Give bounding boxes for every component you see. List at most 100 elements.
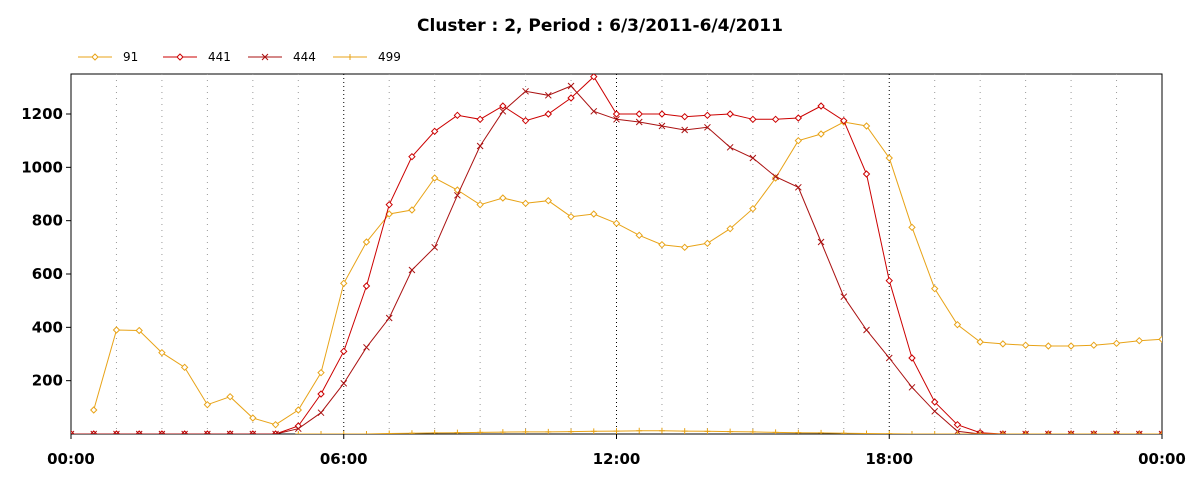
data-point: [362, 282, 371, 290]
y-tick-label: 1200: [21, 105, 63, 123]
data-point: [453, 111, 462, 120]
data-point: [226, 430, 234, 434]
data-point: [953, 420, 962, 429]
x-tick-label: 12:00: [593, 450, 641, 468]
data-point: [613, 115, 620, 123]
data-point: [90, 430, 98, 434]
data-point: [818, 429, 825, 434]
data-point: [135, 430, 143, 434]
data-point: [476, 200, 484, 209]
data-point: [112, 430, 121, 434]
data-point: [71, 430, 75, 434]
data-point: [135, 326, 143, 335]
data-point: [362, 238, 371, 246]
data-point: [386, 430, 393, 434]
data-point: [385, 314, 393, 322]
data-point: [726, 110, 734, 118]
data-point: [726, 224, 734, 233]
data-point: [408, 266, 416, 274]
data-point: [680, 243, 689, 252]
data-point: [908, 354, 916, 362]
data-point: [1022, 430, 1029, 434]
data-point: [158, 348, 166, 357]
data-point: [408, 430, 415, 434]
data-point: [181, 430, 188, 434]
data-point: [499, 194, 507, 202]
data-point: [840, 116, 848, 125]
data-point: [1044, 430, 1052, 434]
data-point: [340, 279, 348, 288]
data-point: [499, 429, 506, 434]
data-point: [454, 429, 461, 434]
legend-item: 91: [78, 50, 138, 64]
series-499: [295, 427, 1162, 434]
data-point: [727, 428, 734, 434]
data-point: [340, 379, 348, 387]
data-point: [885, 354, 893, 362]
data-point: [908, 431, 915, 434]
data-point: [522, 428, 529, 434]
data-point: [1045, 431, 1052, 434]
data-point: [862, 170, 871, 178]
data-point: [977, 431, 984, 434]
data-point: [635, 118, 643, 126]
data-point: [477, 429, 484, 434]
x-tick-label: 18:00: [865, 450, 913, 468]
data-point: [703, 111, 712, 120]
data-point: [794, 183, 802, 191]
data-point: [817, 238, 825, 246]
legend-marker: [261, 53, 269, 61]
data-point: [908, 383, 916, 391]
data-point: [590, 428, 597, 434]
data-point: [817, 130, 825, 138]
data-point: [749, 115, 757, 124]
data-point: [249, 430, 257, 434]
data-point: [180, 363, 189, 372]
data-point: [249, 414, 257, 422]
data-point: [590, 107, 598, 115]
data-point: [135, 430, 143, 434]
data-point: [1067, 342, 1075, 350]
data-point: [953, 320, 962, 329]
y-tick-label: 1000: [21, 158, 63, 176]
data-point: [249, 430, 257, 434]
data-point: [1112, 339, 1121, 348]
data-point: [840, 293, 848, 301]
data-point: [271, 420, 280, 429]
legend-label: 444: [293, 50, 316, 64]
data-point: [772, 173, 779, 181]
data-point: [1022, 431, 1029, 434]
data-point: [317, 390, 325, 398]
data-point: [999, 340, 1007, 348]
data-point: [567, 212, 575, 221]
legend-marker: [91, 53, 99, 61]
data-point: [430, 127, 439, 136]
data-point: [885, 154, 893, 162]
data-point: [658, 427, 665, 434]
data-point: [226, 392, 234, 401]
y-axis: 200 400 600 800 1000 1200: [21, 105, 71, 390]
data-point: [681, 126, 689, 134]
data-point: [1021, 341, 1030, 349]
data-point: [795, 429, 802, 434]
data-point: [726, 143, 734, 151]
data-point: [681, 428, 688, 434]
data-point: [635, 110, 643, 118]
data-point: [158, 430, 166, 434]
data-point: [521, 199, 530, 208]
data-point: [862, 122, 871, 130]
legend-marker: [347, 54, 353, 60]
data-point: [658, 240, 666, 249]
data-point: [863, 430, 870, 434]
chart-title: Cluster : 2, Period : 6/3/2011-6/4/2011: [417, 16, 783, 36]
data-point: [521, 116, 530, 125]
data-point: [931, 284, 939, 293]
data-point: [295, 431, 302, 434]
x-tick-label: 00:00: [47, 450, 95, 468]
data-point: [1090, 430, 1098, 434]
data-point: [1090, 341, 1098, 349]
data-point: [453, 186, 462, 194]
data-point: [612, 110, 621, 118]
legend-label: 499: [378, 50, 401, 64]
